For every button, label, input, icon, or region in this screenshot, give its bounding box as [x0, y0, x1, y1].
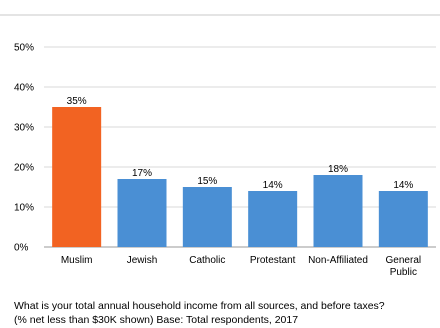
value-label: 14%	[393, 180, 413, 191]
value-label: 15%	[197, 176, 217, 187]
x-axis-category-labels: Muslim Jewish Catholic Protestant Non-Affili…	[61, 255, 421, 278]
x-category-label: Jewish	[127, 255, 158, 266]
x-category-label: Catholic	[189, 255, 225, 266]
y-tick-label: 20%	[14, 163, 34, 174]
footnote-question: What is your total annual household inco…	[14, 300, 385, 312]
footnote: What is your total annual household inco…	[14, 299, 438, 327]
value-label: 14%	[263, 180, 283, 191]
x-category-label: Non-Affiliated	[308, 255, 368, 266]
bar-non-affiliated	[313, 175, 363, 247]
bar-catholic	[182, 187, 232, 247]
value-label: 17%	[132, 168, 152, 179]
x-category-label: General	[386, 255, 422, 266]
bar-general-public	[378, 191, 428, 247]
bars	[52, 107, 428, 247]
footnote-base: (% net less than $30K shown) Base: Total…	[14, 314, 299, 326]
x-category-label: Muslim	[61, 255, 93, 266]
y-tick-label: 10%	[14, 203, 34, 214]
bar-jewish	[117, 179, 167, 247]
y-tick-label: 0%	[14, 243, 29, 254]
y-tick-label: 30%	[14, 123, 34, 134]
y-axis-tick-labels: 0% 10% 20% 30% 40% 50%	[14, 43, 34, 254]
x-category-label: Public	[390, 267, 417, 278]
y-tick-label: 50%	[14, 43, 34, 54]
bar-protestant	[248, 191, 298, 247]
bar-muslim	[52, 107, 102, 247]
income-bar-chart: 0% 10% 20% 30% 40% 50% 35% 17% 15% 14% 18% 14% Mus…	[0, 14, 440, 278]
value-label: 18%	[328, 164, 348, 175]
y-tick-label: 40%	[14, 83, 34, 94]
value-label: 35%	[67, 96, 87, 107]
value-labels: 35% 17% 15% 14% 18% 14%	[67, 96, 414, 191]
x-category-label: Protestant	[250, 255, 296, 266]
gridlines	[44, 46, 436, 248]
